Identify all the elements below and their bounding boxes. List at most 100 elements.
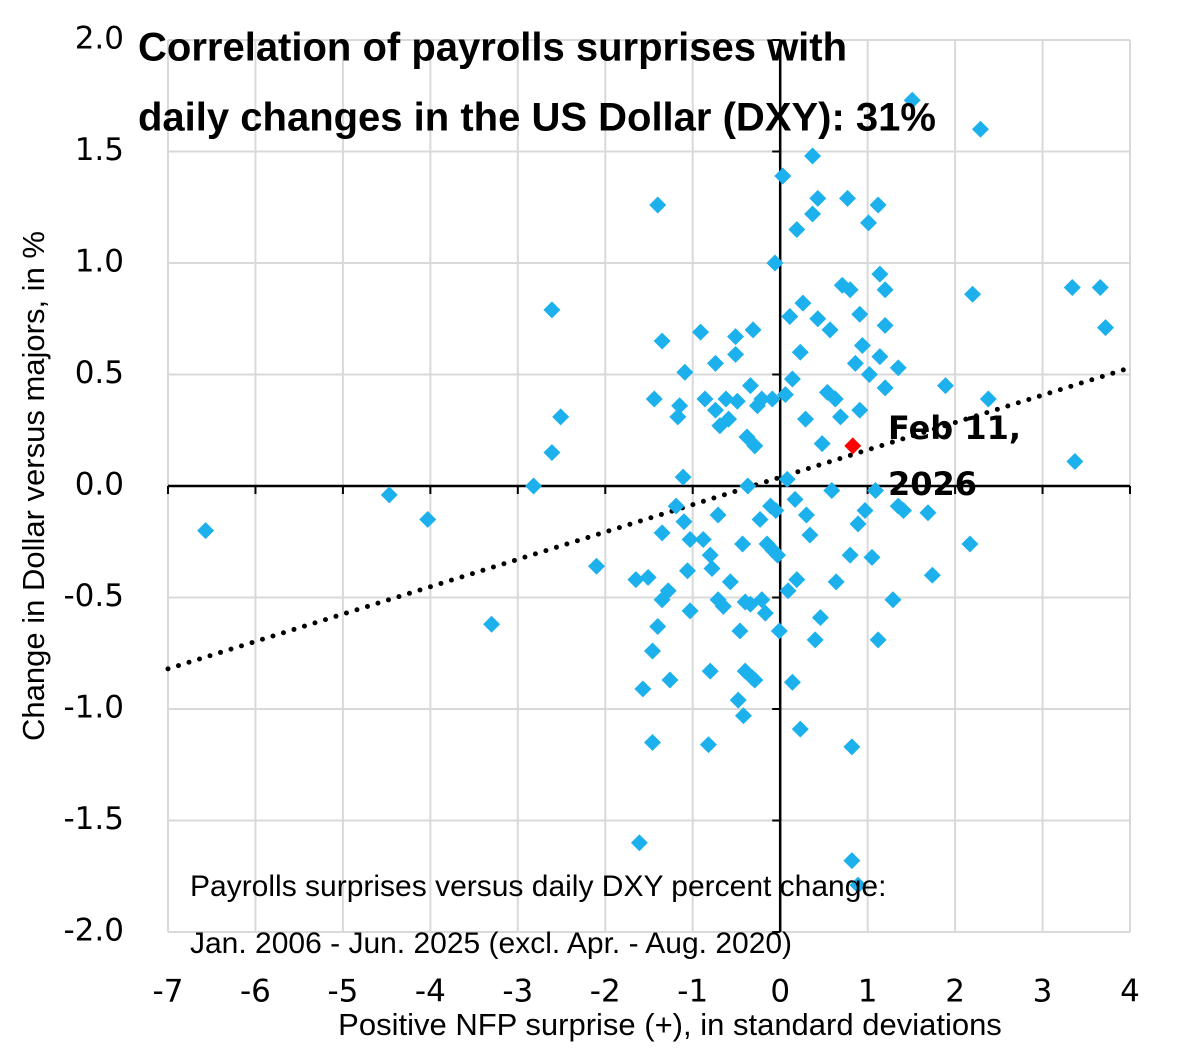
highlight-point — [844, 437, 862, 455]
point — [856, 502, 874, 520]
point — [739, 477, 757, 495]
x-axis-label: Positive NFP surprise (+), in standard d… — [338, 1007, 1002, 1042]
x-tick-label: 4 — [1120, 974, 1140, 1010]
point — [781, 308, 799, 326]
point — [876, 379, 894, 397]
point — [791, 343, 809, 361]
point — [843, 738, 861, 756]
point — [525, 477, 543, 495]
point — [961, 535, 979, 553]
point — [801, 526, 819, 544]
point — [846, 354, 864, 372]
point — [696, 390, 714, 408]
point — [979, 390, 997, 408]
point — [753, 390, 771, 408]
point — [876, 316, 894, 334]
point — [649, 618, 667, 635]
point — [769, 546, 787, 564]
point — [706, 401, 724, 419]
point — [1066, 452, 1084, 470]
point — [843, 852, 861, 870]
x-tick-label: -3 — [502, 974, 533, 1010]
point — [1097, 319, 1114, 337]
point — [809, 310, 827, 328]
x-tick-label: -5 — [327, 974, 358, 1010]
x-tick-label: 0 — [770, 974, 790, 1010]
y-tick-label: 1.5 — [75, 132, 124, 168]
point — [543, 444, 561, 462]
point — [714, 597, 732, 615]
y-tick-label: -1.0 — [64, 690, 125, 726]
point — [851, 401, 869, 419]
point — [863, 548, 881, 566]
point — [794, 294, 812, 312]
point — [741, 377, 759, 395]
point — [667, 497, 685, 515]
point — [756, 604, 774, 622]
point — [552, 408, 570, 426]
point — [694, 531, 712, 549]
point — [766, 254, 784, 272]
point — [871, 348, 889, 366]
point — [804, 147, 822, 165]
point — [851, 305, 869, 323]
x-tick-label: -6 — [240, 974, 271, 1010]
point — [728, 392, 746, 410]
point — [871, 265, 889, 283]
annotation: Jan. 2006 - Jun. 2025 (excl. Apr. - Aug.… — [190, 927, 792, 960]
point — [706, 354, 724, 372]
x-tick-label: 1 — [858, 974, 878, 1010]
point — [869, 631, 887, 649]
point — [681, 602, 699, 620]
point — [869, 196, 887, 214]
point — [839, 189, 857, 207]
point — [826, 390, 844, 408]
point — [964, 285, 982, 303]
point — [543, 301, 561, 319]
y-tick-label: 1.0 — [75, 244, 124, 280]
highlight-label: Feb 11, — [888, 409, 1021, 447]
y-tick-label: 0.5 — [75, 355, 124, 391]
point — [630, 834, 648, 852]
x-tick-label: -4 — [415, 974, 446, 1010]
point — [895, 502, 912, 520]
annotation: Payrolls surprises versus daily DXY perc… — [190, 870, 886, 903]
point — [746, 671, 764, 689]
point — [806, 631, 824, 649]
y-tick-label: 0.0 — [75, 467, 124, 503]
point — [674, 468, 692, 486]
point — [788, 221, 806, 239]
point — [919, 504, 937, 522]
chart-title: Correlation of payrolls surprises with — [138, 26, 847, 70]
point — [779, 582, 797, 600]
point — [832, 408, 850, 426]
point — [734, 707, 752, 725]
point — [197, 522, 215, 540]
x-tick-label: 3 — [1033, 974, 1053, 1010]
point — [849, 876, 867, 894]
point — [860, 366, 878, 383]
y-tick-label: -2.0 — [64, 913, 125, 949]
point — [644, 642, 661, 660]
point — [774, 167, 792, 185]
point — [703, 560, 721, 577]
point — [744, 321, 762, 339]
point — [811, 609, 829, 627]
point — [645, 390, 663, 408]
x-tick-label: -7 — [153, 974, 184, 1010]
point — [788, 571, 806, 589]
point — [1091, 279, 1109, 297]
point — [783, 673, 801, 691]
x-tick-label: 2 — [945, 974, 965, 1010]
point — [746, 437, 764, 455]
point — [681, 531, 699, 549]
point — [483, 615, 501, 633]
trendline — [165, 365, 1133, 672]
point — [729, 691, 747, 709]
highlight-label: 2026 — [888, 465, 977, 503]
point — [778, 470, 796, 488]
point — [675, 513, 693, 531]
point — [804, 205, 822, 223]
point — [776, 386, 794, 404]
